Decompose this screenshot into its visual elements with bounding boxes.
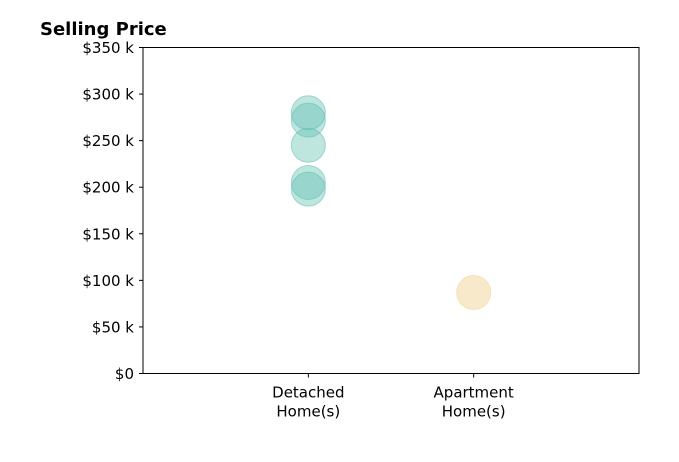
data-point [290, 171, 326, 207]
x-tick-label: Detached Home(s) [272, 384, 344, 421]
data-point [290, 95, 326, 131]
x-tick-label-line: Home(s) [442, 403, 506, 421]
y-tick-label: $300 k [82, 86, 134, 104]
y-tick-label: $100 k [82, 272, 134, 290]
data-point [290, 127, 326, 163]
y-tick-label: $250 k [82, 132, 134, 150]
y-tick-label: $150 k [82, 225, 134, 243]
x-tick-label-line: Home(s) [276, 403, 340, 421]
y-tick-label: $50 k [92, 318, 134, 336]
data-points [290, 95, 492, 310]
x-tick-label-line: Detached [272, 384, 344, 402]
data-point [290, 102, 326, 138]
plot-frame [142, 47, 640, 374]
x-tick-label-line: Apartment [434, 384, 514, 402]
y-axis: $0 $50 k $100 k $150 k $200 k $250 k $300 k $35… [82, 39, 143, 383]
y-tick-label: $0 [115, 365, 134, 383]
y-tick-label: $350 k [82, 39, 134, 57]
data-point [456, 274, 492, 310]
x-tick-label: Apartment Home(s) [434, 384, 514, 421]
y-tick-label: $200 k [82, 179, 134, 197]
chart-title: Selling Price [40, 19, 167, 40]
x-axis: Detached Home(s)Apartment Home(s) [272, 373, 514, 421]
